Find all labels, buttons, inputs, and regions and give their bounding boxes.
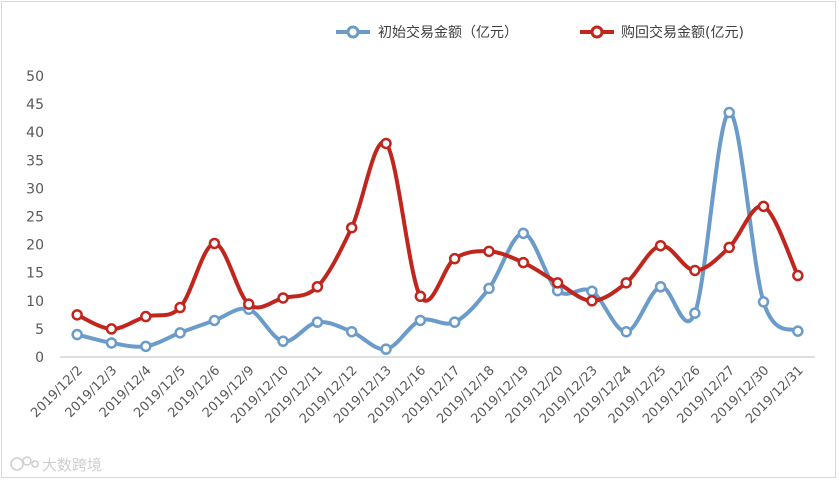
data-point: [208, 237, 221, 250]
data-point: [380, 137, 392, 150]
data-point: [345, 221, 358, 234]
legend-item-series-2: 购回交易金额(亿元): [580, 24, 744, 41]
data-point: [757, 200, 770, 213]
data-point: [140, 310, 152, 323]
data-point: [620, 277, 632, 289]
legend-label-series-1: 初始交易金额（亿元）: [378, 24, 518, 41]
data-point: [654, 281, 667, 293]
data-point: [792, 269, 804, 282]
y-tick-label: 5: [35, 322, 44, 338]
series-2: [71, 137, 804, 335]
data-point: [483, 282, 495, 295]
data-point: [174, 327, 186, 339]
data-point: [689, 264, 701, 277]
data-point: [723, 241, 735, 254]
watermark-text: 大数跨境: [42, 456, 102, 474]
data-point: [105, 323, 118, 335]
y-tick-label: 35: [26, 153, 44, 169]
legend-item-series-1: 初始交易金额（亿元）: [336, 24, 518, 41]
legend-marker-series-1: [346, 25, 360, 39]
data-point: [757, 296, 770, 308]
y-tick-label: 25: [26, 210, 44, 226]
y-tick-label: 45: [26, 97, 44, 113]
series-layer: [71, 106, 804, 355]
data-point: [345, 325, 358, 338]
data-point: [277, 292, 289, 304]
data-point: [483, 245, 495, 258]
series-1: [71, 106, 804, 355]
data-point: [654, 239, 667, 252]
data-point: [448, 316, 461, 328]
data-point: [689, 307, 701, 319]
data-point: [140, 340, 152, 353]
data-point: [105, 337, 118, 349]
data-point: [517, 256, 530, 269]
data-point: [71, 309, 83, 321]
data-point: [414, 314, 427, 327]
data-point: [243, 298, 255, 310]
data-point: [448, 252, 461, 265]
data-point: [620, 325, 632, 338]
legend-marker-series-2: [590, 25, 604, 39]
data-point: [208, 314, 221, 327]
data-point: [792, 325, 804, 337]
data-point: [551, 277, 564, 289]
data-point: [71, 328, 83, 341]
y-axis: 0 5 10 15 20 25 30 35 40 45 50: [26, 69, 44, 366]
data-point: [311, 281, 324, 293]
y-tick-label: 40: [26, 125, 44, 141]
brand-logo-icon: [10, 456, 39, 471]
y-tick-label: 50: [26, 69, 44, 85]
data-point: [414, 290, 427, 303]
series-line-2: [75, 140, 800, 331]
data-point: [586, 295, 598, 307]
y-tick-label: 30: [26, 181, 44, 197]
y-tick-label: 20: [26, 238, 44, 254]
y-tick-label: 15: [26, 266, 44, 282]
y-tick-label: 10: [26, 294, 44, 310]
data-point: [517, 227, 530, 240]
data-point: [311, 316, 324, 328]
data-point: [586, 285, 598, 297]
data-point: [277, 335, 289, 348]
data-point: [380, 343, 392, 355]
watermark: 大数跨境: [10, 456, 102, 474]
data-point: [174, 301, 186, 314]
x-axis: 2019/12/22019/12/32019/12/42019/12/52019…: [28, 363, 806, 427]
y-tick-label: 0: [35, 350, 44, 366]
legend: 初始交易金额（亿元） 购回交易金额(亿元): [336, 24, 744, 41]
data-point: [723, 106, 735, 119]
legend-label-series-2: 购回交易金额(亿元): [621, 24, 744, 41]
